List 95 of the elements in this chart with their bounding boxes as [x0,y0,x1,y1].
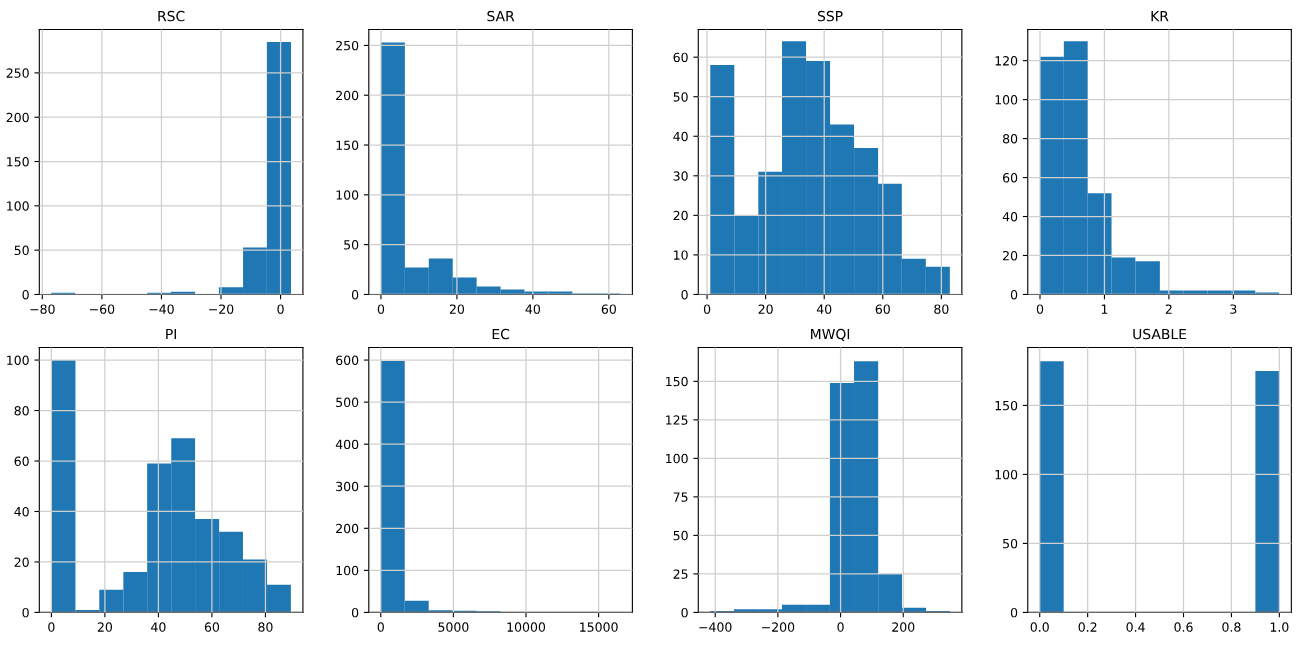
x-tick-label: 80 [934,304,949,314]
x-tick-label: 200 [892,622,915,632]
chart-title: EC [492,328,510,340]
y-tick-label: 50 [1003,538,1018,549]
y-tick-label: 0 [681,289,688,300]
x-tick-label: −20 [209,304,234,314]
y-tick-label: 120 [995,56,1018,66]
x-tick-label: 0.0 [1030,622,1049,632]
chart-title: RSC [158,10,185,22]
y-tick-label: 0 [22,289,29,300]
x-tick-label: −80 [30,304,55,314]
x-tick-label: −400 [699,622,732,632]
x-tick-label: 0.2 [1078,622,1097,632]
x-tick-label: 0 [277,304,284,314]
x-tick-label: 0 [48,622,55,632]
x-tick-label: −40 [149,304,174,314]
x-tick-label: 20 [449,304,465,314]
chart-title: USABLE [1133,328,1187,340]
y-tick-label: 150 [336,140,359,150]
y-tick-label: 0 [1010,289,1018,300]
x-tick-label: 0 [837,622,844,632]
y-tick-label: 0 [351,289,359,300]
x-tick-label: 20 [97,622,113,632]
y-tick-label: 20 [1003,250,1018,261]
x-tick-label: 60 [601,304,616,314]
y-tick-label: 60 [14,456,29,466]
y-tick-label: 50 [344,240,359,250]
y-tick-label: 125 [666,415,688,425]
y-tick-label: 25 [673,569,688,579]
y-tick-label: 40 [14,506,29,517]
y-tick-label: 400 [335,439,359,450]
y-tick-label: 20 [673,210,688,221]
y-tick-label: 100 [336,565,359,576]
chart-title: SAR [487,10,515,22]
y-tick-label: 30 [673,171,688,181]
y-tick-label: 40 [673,131,688,142]
y-tick-label: 600 [336,355,359,365]
chart-title: MWQI [811,328,850,341]
y-tick-label: 200 [6,112,29,123]
y-tick-label: 100 [995,469,1018,480]
x-tick-label: 0.4 [1126,622,1145,632]
y-tick-label: 0 [351,607,359,618]
y-tick-label: 0 [681,607,688,618]
x-tick-label: 40 [525,304,540,314]
x-tick-label: −60 [90,304,115,314]
x-tick-label: 2 [1165,304,1172,314]
x-tick-label: 40 [816,304,832,314]
x-tick-label: 0 [377,622,384,632]
y-tick-label: 60 [673,52,688,63]
y-tick-label: 250 [336,40,359,51]
y-tick-label: 100 [666,453,688,464]
y-tick-label: 100 [7,201,29,211]
x-tick-label: 10000 [507,622,546,632]
x-tick-label: 15000 [580,622,618,632]
y-tick-label: 500 [336,397,359,408]
x-tick-label: 3 [1230,304,1237,314]
x-tick-label: 1.0 [1270,622,1289,632]
y-tick-label: 200 [336,523,359,534]
chart-title: PI [166,328,176,340]
x-tick-label: 0.6 [1174,622,1193,632]
x-tick-label: 0 [1036,304,1044,314]
y-tick-label: 50 [14,245,29,256]
x-tick-label: 5000 [438,622,469,632]
y-tick-label: 75 [673,492,688,502]
x-tick-label: 1 [1101,304,1108,314]
y-tick-label: 0 [22,607,29,618]
y-tick-label: 250 [6,68,29,78]
x-tick-label: 60 [204,622,220,632]
chart-title: KR [1151,11,1169,22]
x-tick-label: 60 [875,304,890,314]
y-tick-label: 0 [1010,607,1018,618]
x-tick-label: 0 [377,304,385,314]
y-tick-label: 200 [336,90,359,101]
y-tick-label: 40 [1002,211,1018,222]
chart-title: SSP [817,10,843,22]
y-tick-label: 100 [7,355,29,365]
x-tick-label: 0 [703,304,711,314]
x-tick-label: 0.8 [1222,622,1241,632]
y-tick-label: 300 [336,481,359,492]
y-tick-label: 20 [14,557,29,567]
y-tick-label: 10 [674,250,688,260]
y-tick-label: 100 [336,190,359,200]
y-tick-label: 50 [673,530,688,541]
y-tick-label: 50 [673,92,688,102]
y-tick-label: 150 [7,156,29,167]
y-tick-label: 100 [995,95,1018,105]
x-tick-label: 40 [151,622,166,632]
x-tick-label: −200 [762,622,795,632]
y-tick-label: 80 [1002,134,1018,144]
y-tick-label: 150 [666,376,688,387]
y-tick-label: 60 [1003,173,1018,183]
y-tick-label: 80 [14,406,29,416]
y-tick-label: 150 [995,400,1018,411]
x-tick-label: 20 [758,304,773,314]
x-tick-label: 80 [258,622,273,632]
